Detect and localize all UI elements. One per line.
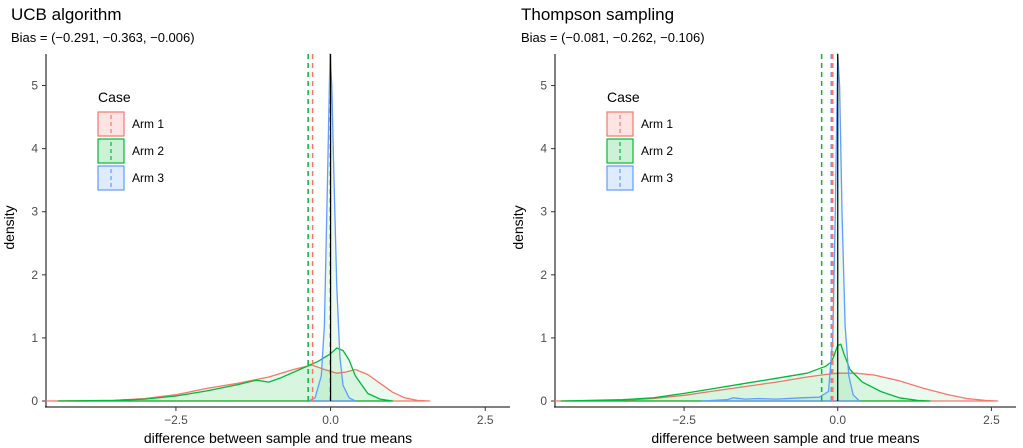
y-tick-label: 3 (31, 205, 38, 219)
chart-title: Thompson sampling (521, 5, 674, 24)
x-tick-label: −2.5 (672, 413, 696, 427)
legend-label: Arm 3 (132, 171, 164, 185)
y-tick-label: 4 (31, 142, 38, 156)
y-tick-label: 1 (31, 331, 38, 345)
chart-subtitle: Bias = (−0.081, −0.262, −0.106) (521, 30, 705, 45)
panel-2: Thompson sampling Bias = (−0.081, −0.262,… (510, 5, 1016, 446)
density-arm-3 (701, 53, 860, 402)
x-tick-label: 0.0 (322, 413, 339, 427)
legend-label: Arm 2 (641, 144, 673, 158)
density-arm-2 (560, 343, 931, 402)
legend-title: Case (607, 89, 640, 105)
y-axis-label: density (1, 205, 17, 249)
chart-subtitle: Bias = (−0.291, −0.363, −0.006) (11, 30, 195, 45)
legend-label: Arm 1 (132, 117, 164, 131)
legend-title: Case (98, 89, 131, 105)
legend-label: Arm 3 (641, 171, 673, 185)
x-axis-label: difference between sample and true means (651, 430, 919, 446)
density-arm-2 (57, 347, 394, 402)
legend-label: Arm 2 (132, 144, 164, 158)
y-tick-label: 3 (540, 205, 547, 219)
x-tick-label: 2.5 (477, 413, 494, 427)
y-tick-label: 5 (31, 79, 38, 93)
y-tick-label: 2 (540, 268, 547, 282)
x-tick-label: −2.5 (164, 413, 188, 427)
y-tick-label: 0 (31, 394, 38, 408)
y-tick-label: 5 (540, 79, 547, 93)
density-arm-3 (308, 53, 356, 402)
x-tick-label: 0.0 (829, 413, 846, 427)
y-tick-label: 1 (540, 331, 547, 345)
y-axis-label: density (510, 205, 526, 249)
panel-1: UCB algorithm Bias = (−0.291, −0.363, −0.… (1, 5, 510, 446)
y-tick-label: 2 (31, 268, 38, 282)
y-tick-label: 0 (540, 394, 547, 408)
y-tick-label: 4 (540, 142, 547, 156)
x-tick-label: 2.5 (983, 413, 1000, 427)
x-axis-label: difference between sample and true means (144, 430, 412, 446)
chart-title: UCB algorithm (11, 5, 122, 24)
legend-label: Arm 1 (641, 117, 673, 131)
